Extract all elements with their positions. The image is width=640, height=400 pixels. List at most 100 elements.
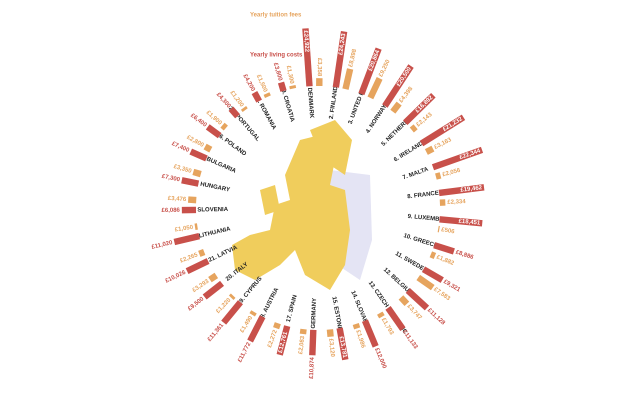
value-label: £3,350: [173, 164, 193, 175]
value-label: £2,083: [298, 335, 306, 355]
value-label: £3,358: [316, 58, 322, 77]
bar: [187, 196, 197, 204]
bar: [220, 122, 228, 131]
value-label: £7,583: [432, 287, 451, 303]
country-label: 4. NORWAY: [365, 104, 388, 135]
value-label: £6,086: [161, 208, 180, 214]
value-label: £506: [441, 227, 456, 235]
value-label: £16,892: [415, 94, 435, 114]
value-label: £1,050: [175, 225, 195, 234]
bar: [342, 68, 354, 90]
value-label: £10,026: [165, 269, 188, 284]
value-label: £24,922: [302, 30, 310, 53]
bar: [433, 242, 455, 255]
country-label: 6. IRELAND: [393, 140, 425, 163]
bar: [240, 105, 248, 113]
bar: [228, 293, 236, 300]
bar: [390, 101, 402, 114]
bar: [409, 124, 418, 133]
bar: [309, 329, 317, 356]
value-label: £9,250: [378, 58, 392, 78]
value-label: £10,874: [309, 356, 316, 379]
bar: [277, 81, 287, 92]
bar: [361, 319, 379, 348]
value-label: £9,321: [442, 279, 461, 294]
bar: [416, 274, 435, 291]
value-label: £7,400: [171, 141, 191, 154]
bar: [249, 310, 257, 317]
value-label: £1,986: [354, 330, 366, 350]
country-label: 9. LUXEMBOURG: [407, 214, 458, 225]
value-label: £2,272: [267, 329, 279, 349]
value-label: £11,133: [401, 329, 419, 350]
value-label: £20,864: [368, 49, 382, 72]
bar: [424, 145, 435, 155]
bar: [181, 206, 197, 214]
value-label: £9,500: [187, 296, 206, 312]
bar: [181, 177, 200, 187]
bar: [192, 168, 202, 178]
value-label: £3,800: [272, 62, 283, 82]
value-label: £2,056: [442, 168, 462, 179]
value-label: £13,781: [338, 336, 348, 359]
bar: [437, 225, 440, 233]
value-label: £20,500: [396, 66, 413, 88]
bar: [189, 148, 208, 162]
bar: [263, 92, 271, 99]
value-label: £2,334: [447, 199, 466, 206]
value-label: £4,398: [398, 85, 414, 104]
value-label: £11,772: [237, 341, 252, 363]
value-label: £11,361: [207, 322, 226, 343]
bar: [228, 106, 240, 119]
bar: [332, 31, 348, 88]
bar: [202, 280, 225, 300]
legend-label: Yearly tuition fees: [250, 13, 302, 19]
value-label: £18,451: [458, 219, 481, 227]
value-label: £21,232: [442, 116, 464, 133]
bar: [198, 248, 206, 257]
bar: [208, 272, 219, 283]
bar: [439, 216, 483, 227]
value-label: £3,476: [168, 196, 187, 203]
value-label: £4,200: [242, 74, 256, 94]
value-label: £2,265: [179, 252, 199, 264]
bar: [439, 199, 446, 206]
bar: [247, 315, 266, 343]
value-label: £12,000: [373, 347, 387, 370]
country-label: 26. POLAND: [215, 132, 248, 158]
bar: [205, 124, 222, 139]
bar: [194, 223, 198, 231]
bar: [316, 78, 323, 87]
bar: [336, 327, 349, 361]
bar: [398, 295, 410, 307]
bar: [299, 328, 307, 335]
bar: [385, 306, 406, 331]
bar: [273, 322, 281, 330]
bar: [421, 266, 444, 283]
value-label: £3,747: [406, 304, 423, 322]
bar: [377, 311, 385, 319]
value-label: £12,761: [278, 331, 289, 354]
bar: [203, 143, 213, 153]
bar: [221, 300, 243, 325]
value-label: £1,500: [255, 74, 268, 94]
legend-label: Yearly living costs: [250, 53, 303, 59]
value-label: £19,462: [460, 185, 483, 194]
country-label: 19. CYPRUS: [237, 276, 264, 307]
value-label: £3,163: [434, 137, 454, 151]
value-label: £11,128: [426, 308, 446, 327]
value-label: £24,243: [338, 32, 347, 55]
bar: [438, 184, 485, 197]
bar: [419, 114, 466, 147]
value-label: £1,900: [205, 110, 223, 127]
country-label: 7. MALTA: [402, 166, 430, 181]
bar: [289, 84, 297, 90]
country-label: 16. GERMANY: [311, 298, 319, 339]
bar: [185, 258, 210, 274]
bar: [429, 251, 437, 259]
bar: [251, 91, 262, 103]
country-label: 10. GREECE: [403, 233, 439, 249]
value-label: £1,300: [285, 65, 295, 85]
value-label: £22,344: [459, 148, 482, 161]
